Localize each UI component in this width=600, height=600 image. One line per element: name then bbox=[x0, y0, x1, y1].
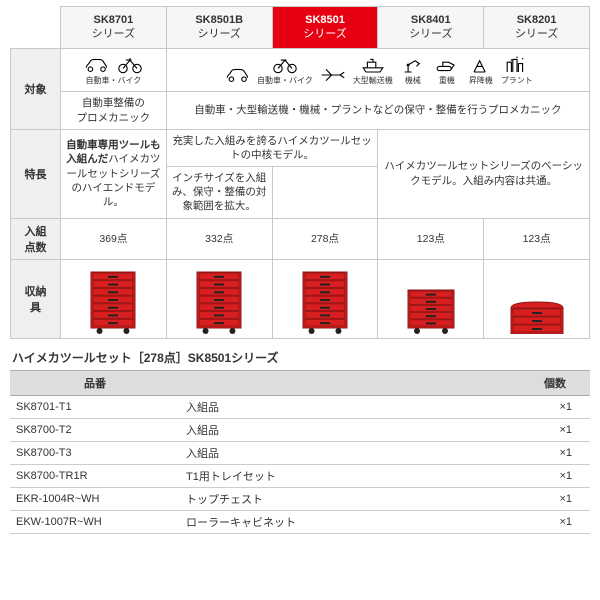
row-header-target: 対象 bbox=[11, 48, 61, 129]
excavator-icon: 重機 bbox=[433, 55, 461, 87]
count-1: 369点 bbox=[61, 218, 167, 259]
parts-row: SK8700-TR1RT1用トレイセット×1 bbox=[10, 464, 590, 487]
parts-desc: ローラーキャビネット bbox=[180, 510, 520, 533]
target-text-cols2-5: 自動車・大型輸送機・機械・プラントなどの保守・整備を行うプロメカニック bbox=[166, 92, 589, 129]
parts-desc: T1用トレイセット bbox=[180, 464, 520, 487]
feature-col1: 自動車専用ツールも入組んだハイメカツールセットシリーズのハイエンドモデル。 bbox=[61, 129, 167, 218]
series-sub: シリーズ bbox=[275, 27, 376, 41]
count-4: 123点 bbox=[378, 218, 484, 259]
bike-icon: 自動車・バイク bbox=[257, 55, 313, 87]
parts-row: SK8701-T1入組品×1 bbox=[10, 395, 590, 418]
parts-desc: 入組品 bbox=[180, 441, 520, 464]
parts-row: EKW-1007R~WHローラーキャビネット×1 bbox=[10, 510, 590, 533]
series-header-5: SK8201 シリーズ bbox=[484, 7, 590, 49]
parts-pn: SK8700-T3 bbox=[10, 441, 180, 464]
target-icons-cols2-5: 自動車・バイク 大型輸送機 機械 重機 bbox=[166, 48, 589, 92]
cabinet-2 bbox=[166, 259, 272, 338]
cabinet-3 bbox=[272, 259, 378, 338]
parts-qty: ×1 bbox=[520, 418, 590, 441]
parts-desc: 入組品 bbox=[180, 395, 520, 418]
section-title: ハイメカツールセット［278点］SK8501シリーズ bbox=[12, 349, 590, 366]
series-sub: シリーズ bbox=[169, 27, 270, 41]
parts-row: EKR-1004R~WHトップチェスト×1 bbox=[10, 487, 590, 510]
count-2: 332点 bbox=[166, 218, 272, 259]
count-3: 278点 bbox=[272, 218, 378, 259]
plane-icon bbox=[319, 65, 347, 86]
parts-row: SK8700-T2入組品×1 bbox=[10, 418, 590, 441]
cabinet-1 bbox=[61, 259, 167, 338]
series-name: SK8501B bbox=[169, 13, 270, 27]
series-name: SK8701 bbox=[63, 13, 164, 27]
parts-pn: SK8700-T2 bbox=[10, 418, 180, 441]
target-text-col1: 自動車整備の プロメカニック bbox=[61, 92, 167, 129]
series-name: SK8201 bbox=[486, 13, 587, 27]
target-icons-col1: 自動車・バイク bbox=[61, 48, 167, 92]
row-header-feature: 特長 bbox=[11, 129, 61, 218]
icon-caption: 自動車・バイク bbox=[64, 76, 163, 87]
series-header-4: SK8401 シリーズ bbox=[378, 7, 484, 49]
plant-icon: プラント bbox=[501, 55, 533, 87]
parts-qty: ×1 bbox=[520, 464, 590, 487]
parts-pn: SK8701-T1 bbox=[10, 395, 180, 418]
series-header-1: SK8701 シリーズ bbox=[61, 7, 167, 49]
parts-qty: ×1 bbox=[520, 441, 590, 464]
parts-table: 品番 個数 SK8701-T1入組品×1SK8700-T2入組品×1SK8700… bbox=[10, 370, 590, 534]
feature-cols2-3-top: 充実した入組みを誇るハイメカツールセットの中核モデル。 bbox=[166, 129, 378, 166]
series-sub: シリーズ bbox=[63, 27, 164, 41]
parts-pn: SK8700-TR1R bbox=[10, 464, 180, 487]
parts-pn: EKW-1007R~WH bbox=[10, 510, 180, 533]
feature-col2-bottom: インチサイズを入組み、保守・整備の対象範囲を拡大。 bbox=[166, 167, 272, 219]
series-name: SK8401 bbox=[380, 13, 481, 27]
icon-caption: 自動車・バイク bbox=[257, 76, 313, 87]
feature-col3-bottom bbox=[272, 167, 378, 219]
parts-qty: ×1 bbox=[520, 510, 590, 533]
count-5: 123点 bbox=[484, 218, 590, 259]
cabinet-4 bbox=[378, 259, 484, 338]
car-icon bbox=[82, 55, 110, 75]
corner-cell bbox=[11, 7, 61, 49]
icon-caption: 重機 bbox=[439, 76, 455, 87]
parts-col-qty: 個数 bbox=[520, 370, 590, 395]
robot-arm-icon: 機械 bbox=[399, 55, 427, 87]
comparison-table: SK8701 シリーズ SK8501B シリーズ SK8501 シリーズ SK8… bbox=[10, 6, 590, 339]
feature-cols4-5: ハイメカツールセットシリーズのベーシックモデル。入組み内容は共通。 bbox=[378, 129, 590, 218]
parts-pn: EKR-1004R~WH bbox=[10, 487, 180, 510]
parts-qty: ×1 bbox=[520, 487, 590, 510]
parts-desc: 入組品 bbox=[180, 418, 520, 441]
lift-icon: 昇降機 bbox=[467, 55, 495, 87]
row-header-count: 入組 点数 bbox=[11, 218, 61, 259]
row-header-storage: 収納 具 bbox=[11, 259, 61, 338]
parts-desc: トップチェスト bbox=[180, 487, 520, 510]
series-header-2: SK8501B シリーズ bbox=[166, 7, 272, 49]
series-header-3: SK8501 シリーズ bbox=[272, 7, 378, 49]
icon-caption: 機械 bbox=[405, 76, 421, 87]
icon-caption: 大型輸送機 bbox=[353, 76, 393, 87]
parts-qty: ×1 bbox=[520, 395, 590, 418]
series-name: SK8501 bbox=[275, 13, 376, 27]
ship-icon: 大型輸送機 bbox=[353, 55, 393, 87]
parts-row: SK8700-T3入組品×1 bbox=[10, 441, 590, 464]
series-sub: シリーズ bbox=[486, 27, 587, 41]
car-icon bbox=[223, 65, 251, 86]
parts-col-pn: 品番 bbox=[10, 370, 180, 395]
series-sub: シリーズ bbox=[380, 27, 481, 41]
parts-col-desc bbox=[180, 370, 520, 395]
icon-caption: プラント bbox=[501, 76, 533, 87]
cabinet-5 bbox=[484, 259, 590, 338]
bike-icon bbox=[116, 55, 144, 75]
icon-caption: 昇降機 bbox=[469, 76, 493, 87]
